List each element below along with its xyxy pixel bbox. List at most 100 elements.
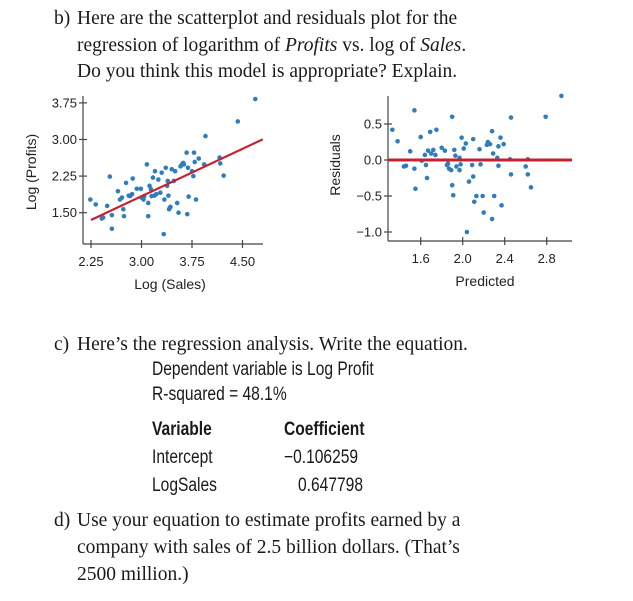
data-point [487, 141, 493, 147]
data-point [100, 215, 106, 220]
y-tick-label: −1.0 [356, 225, 382, 240]
x-tick-label: 2.0 [454, 251, 472, 266]
data-point [496, 163, 501, 169]
data-point [491, 193, 497, 199]
data-point [403, 163, 409, 169]
r-squared: R-squared = 48.1% [152, 384, 287, 405]
data-point [181, 162, 187, 167]
part-d-label: d) [54, 510, 71, 531]
data-point [217, 161, 223, 166]
data-point [498, 135, 503, 140]
data-point [163, 165, 169, 171]
data-point [459, 135, 464, 140]
data-point [466, 179, 472, 184]
header-variable: Variable [152, 419, 212, 440]
data-point [434, 127, 439, 133]
data-point [109, 226, 115, 232]
text-sales: Sales [420, 35, 462, 56]
part-c-text: Here’s the regression analysis. Write th… [77, 334, 468, 355]
x-axis-label: Log (Sales) [134, 276, 206, 292]
y-tick-label: 3.75 [52, 95, 77, 110]
data-point [165, 178, 171, 184]
x-tick-label: 2.4 [496, 251, 514, 266]
data-point [107, 174, 113, 179]
data-point [559, 93, 564, 99]
residuals-plot: 0.5 0.0 −0.5 −1.0 1.6 2.0 2.4 2.8 Predicted Resid… [327, 93, 572, 289]
data-point [252, 96, 258, 102]
x-tick-label: 3.75 [179, 254, 204, 269]
data-point [458, 162, 463, 167]
y-axis-label: Log (Profits) [23, 134, 39, 210]
data-point [474, 193, 479, 199]
data-point [433, 152, 438, 158]
part-d-line-3: 2500 million.) [77, 564, 189, 585]
data-point [156, 177, 161, 182]
data-point [496, 144, 501, 149]
row-coefficient: −0.106259 [284, 447, 359, 468]
data-point [141, 197, 146, 202]
data-point [123, 180, 129, 186]
x-tick-label: 3.00 [129, 254, 154, 269]
dependent-variable: Dependent variable is Log Profit [152, 359, 374, 380]
data-point [431, 147, 436, 153]
data-point [439, 145, 445, 151]
part-b-line-2: regression of logarithm of Profits vs. l… [77, 35, 466, 57]
data-point [169, 166, 175, 172]
data-point [489, 128, 495, 134]
data-point [161, 231, 167, 237]
data-point [121, 206, 126, 212]
data-point [481, 210, 487, 215]
data-point [134, 186, 140, 192]
data-point [413, 186, 418, 192]
data-point [528, 185, 534, 190]
data-point [185, 165, 191, 171]
data-point [469, 162, 475, 168]
data-point [425, 148, 431, 153]
data-point [428, 151, 434, 156]
data-point [235, 119, 241, 124]
data-point [145, 213, 151, 219]
y-tick-label: 3.00 [52, 132, 77, 147]
data-point [470, 174, 476, 179]
data-point [452, 147, 457, 153]
data-point [525, 172, 531, 177]
text: regression of logarithm of [77, 35, 285, 56]
data-point [423, 162, 429, 168]
data-point [203, 133, 208, 139]
data-point [154, 191, 159, 197]
plots: 1.50 2.25 3.00 3.75 2.25 3.00 3.75 4.50 Log (Sal… [23, 93, 572, 292]
data-point [422, 152, 428, 158]
data-point [150, 175, 156, 180]
data-point [184, 211, 190, 217]
y-tick-label: −0.5 [356, 189, 382, 204]
data-point [463, 141, 469, 146]
part-b-line-1: Here are the scatterplot and residuals p… [77, 8, 458, 29]
data-point [501, 141, 506, 147]
data-point [191, 150, 197, 155]
data-point [454, 164, 459, 169]
row-variable: Intercept [152, 447, 213, 468]
data-point [508, 115, 514, 120]
x-tick-label: 2.8 [538, 251, 556, 266]
data-point [450, 192, 456, 198]
data-point [523, 164, 528, 169]
y-tick-label: 2.25 [52, 169, 77, 184]
data-point [390, 127, 395, 133]
regression-line [90, 138, 264, 221]
data-point [543, 114, 548, 120]
data-point [196, 156, 202, 161]
data-point [464, 229, 470, 235]
data-point [395, 138, 400, 144]
data-point [138, 186, 144, 192]
data-point [115, 188, 121, 194]
data-point [508, 172, 514, 177]
row-variable: LogSales [152, 475, 217, 496]
data-point [192, 159, 197, 165]
data-point [442, 148, 448, 153]
data-point [418, 134, 424, 140]
part-d-line-1: Use your equation to estimate profits ea… [77, 510, 461, 531]
data-point [184, 150, 189, 155]
data-point [104, 203, 110, 209]
data-point [490, 151, 496, 156]
text: vs. log of [337, 35, 421, 56]
